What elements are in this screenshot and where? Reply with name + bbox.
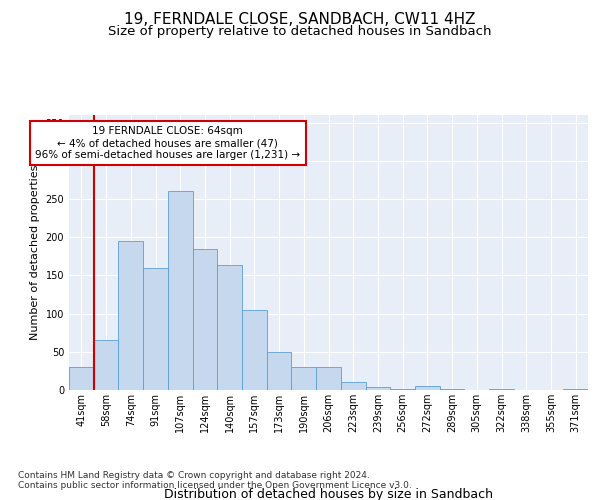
Bar [365, 387, 390, 390]
X-axis label: Distribution of detached houses by size in Sandbach: Distribution of detached houses by size … [164, 488, 493, 500]
Y-axis label: Number of detached properties: Number of detached properties [30, 165, 40, 340]
Bar [94, 340, 118, 390]
Bar [489, 389, 514, 390]
Bar [168, 192, 193, 390]
Bar [341, 382, 365, 390]
Text: 19, FERNDALE CLOSE, SANDBACH, CW11 4HZ: 19, FERNDALE CLOSE, SANDBACH, CW11 4HZ [124, 12, 476, 28]
Bar [267, 352, 292, 390]
Bar [143, 268, 168, 390]
Bar [193, 248, 217, 390]
Bar [118, 241, 143, 390]
Bar [390, 389, 415, 390]
Bar [69, 367, 94, 390]
Text: 19 FERNDALE CLOSE: 64sqm
← 4% of detached houses are smaller (47)
96% of semi-de: 19 FERNDALE CLOSE: 64sqm ← 4% of detache… [35, 126, 301, 160]
Bar [316, 367, 341, 390]
Bar [440, 389, 464, 390]
Text: Contains HM Land Registry data © Crown copyright and database right 2024.
Contai: Contains HM Land Registry data © Crown c… [18, 470, 412, 490]
Bar [242, 310, 267, 390]
Bar [415, 386, 440, 390]
Bar [563, 389, 588, 390]
Text: Size of property relative to detached houses in Sandbach: Size of property relative to detached ho… [108, 25, 492, 38]
Bar [217, 266, 242, 390]
Bar [292, 367, 316, 390]
